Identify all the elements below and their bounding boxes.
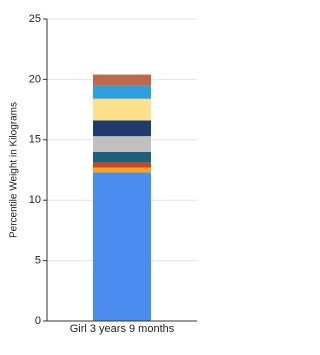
y-axis-label: Percentile Weight in Kilograms (9, 102, 20, 238)
y-tick-label: 10 (29, 194, 41, 206)
y-tick-label: 5 (35, 255, 41, 267)
x-tick-label: Girl 3 years 9 months (70, 323, 175, 335)
bar-segment (93, 172, 151, 321)
bar-segment (93, 136, 151, 152)
bar-segment (93, 151, 151, 163)
bar-segment (93, 167, 151, 173)
y-tick-label: 25 (29, 13, 41, 25)
bar-segment (93, 85, 151, 99)
y-tick-label: 0 (35, 315, 41, 327)
bar-segment (93, 162, 151, 168)
bar-segment (93, 98, 151, 121)
chart: Percentile Weight in Kilograms 0 5 10 15 20 2… (8, 12, 197, 335)
y-tick-label: 15 (29, 134, 41, 146)
y-tick-label: 20 (29, 73, 41, 85)
bar-segment (93, 74, 151, 86)
bar-segment (93, 120, 151, 137)
